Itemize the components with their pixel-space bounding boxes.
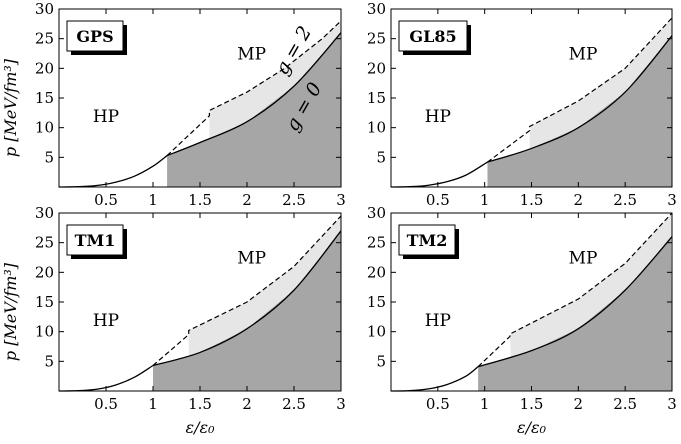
y-tick-label: 25	[35, 30, 54, 48]
x-tick-label: 2	[242, 395, 252, 413]
y-axis-label: p [MeV/fm³]	[1, 262, 20, 361]
name-box	[398, 20, 468, 52]
g0-curve	[166, 32, 342, 157]
y-tick-label: 30	[35, 204, 54, 222]
y-tick-label: 10	[35, 323, 54, 341]
y-tick-label: 5	[376, 352, 386, 370]
y-tick-label: 15	[35, 89, 54, 107]
y-tick-label: 25	[35, 234, 54, 252]
hadron-phase-curve	[390, 161, 488, 188]
g0-curve	[487, 35, 673, 163]
y-tick-label: 5	[376, 148, 386, 166]
hp-label: HP	[93, 311, 119, 331]
x-tick-label: 3	[667, 191, 677, 209]
g2-curve	[487, 17, 673, 163]
y-tick-label: 15	[35, 293, 54, 311]
panel-name-label: TM1	[75, 231, 116, 250]
mixed-phase-dark-region	[487, 36, 672, 187]
panel-name-label: GL85	[409, 27, 456, 46]
panel-name-label: GPS	[76, 27, 113, 46]
g2-curve	[152, 215, 342, 366]
y-tick-label: 20	[35, 59, 54, 77]
x-tick-label: 2.5	[282, 191, 306, 209]
y-tick-label: 10	[367, 119, 386, 137]
y-tick-label: 25	[367, 234, 386, 252]
y-tick-label: 5	[44, 352, 54, 370]
y-tick-label: 10	[35, 119, 54, 137]
hp-label: HP	[93, 107, 119, 127]
x-tick-label: 2.5	[613, 395, 637, 413]
x-tick-label: 1.5	[520, 395, 544, 413]
mixed-phase-light-region	[209, 9, 341, 139]
y-tick-label: 15	[367, 293, 386, 311]
name-box	[66, 20, 124, 52]
x-tick-label: 2	[242, 191, 252, 209]
y-tick-label: 10	[367, 323, 386, 341]
mixed-phase-light-region	[529, 9, 672, 150]
hp-label: HP	[425, 107, 451, 127]
name-box	[66, 224, 124, 256]
x-tick-label: 1	[480, 191, 490, 209]
x-tick-label: 2.5	[282, 395, 306, 413]
panel-name-label: TM2	[407, 231, 448, 250]
g2-curve	[166, 20, 342, 156]
y-tick-label: 20	[35, 263, 54, 281]
mixed-phase-light-region	[509, 213, 672, 357]
x-tick-label: 1.5	[520, 191, 544, 209]
x-tick-label: 3	[336, 191, 346, 209]
x-tick-label: 2.5	[613, 191, 637, 209]
mixed-phase-dark-region	[153, 230, 341, 391]
mp-label: MP	[569, 45, 598, 65]
mp-label: MP	[237, 45, 266, 65]
y-tick-label: 20	[367, 59, 386, 77]
x-tick-label: 0.5	[94, 191, 118, 209]
mp-label: MP	[569, 249, 598, 269]
x-tick-label: 1.5	[188, 395, 212, 413]
x-tick-label: 0.5	[94, 395, 118, 413]
x-tick-label: 0.5	[426, 395, 450, 413]
hadron-phase-curve	[58, 364, 154, 392]
mp-label: MP	[237, 249, 266, 269]
hadron-phase-curve	[58, 155, 168, 188]
g0-curve	[152, 230, 342, 367]
hadron-phase-curve	[390, 366, 479, 392]
x-tick-label: 1	[480, 395, 490, 413]
y-tick-label: 15	[367, 89, 386, 107]
y-tick-label: 30	[367, 0, 386, 18]
g0-curve	[477, 236, 673, 368]
g2-curve	[477, 212, 673, 368]
y-tick-label: 20	[367, 263, 386, 281]
y-tick-label: 25	[367, 30, 386, 48]
mixed-phase-dark-region	[167, 33, 341, 187]
x-tick-label: 1	[148, 395, 158, 413]
y-tick-label: 5	[44, 148, 54, 166]
mixed-phase-light-region	[188, 213, 341, 356]
x-tick-label: 2	[574, 191, 584, 209]
hp-label: HP	[425, 311, 451, 331]
x-tick-label: 3	[336, 395, 346, 413]
panel-tm2: 0.5 1 1.5 2 2.5 3 5 10 15 20 25 30 HP MP TM2 ε/ε₀	[367, 204, 677, 437]
x-tick-label: 1.5	[188, 191, 212, 209]
panel-tm1: 0.5 1 1.5 2 2.5 3 5 10 15 20 25 30 HP MP TM1 p [MeV/fm³…	[1, 204, 346, 437]
x-tick-label: 1	[148, 191, 158, 209]
y-tick-label: 30	[367, 204, 386, 222]
x-axis-label: ε/ε₀	[517, 418, 547, 437]
y-axis-label: p [MeV/fm³]	[1, 58, 20, 157]
x-axis-label: ε/ε₀	[186, 418, 216, 437]
x-tick-label: 2	[574, 395, 584, 413]
y-tick-label: 30	[35, 0, 54, 18]
x-tick-label: 3	[667, 395, 677, 413]
name-box	[398, 224, 456, 256]
panel-gl85: 0.5 1 1.5 2 2.5 3 5 10 15 20 25 30 HP MP GL85	[367, 0, 677, 209]
x-tick-label: 0.5	[426, 191, 450, 209]
